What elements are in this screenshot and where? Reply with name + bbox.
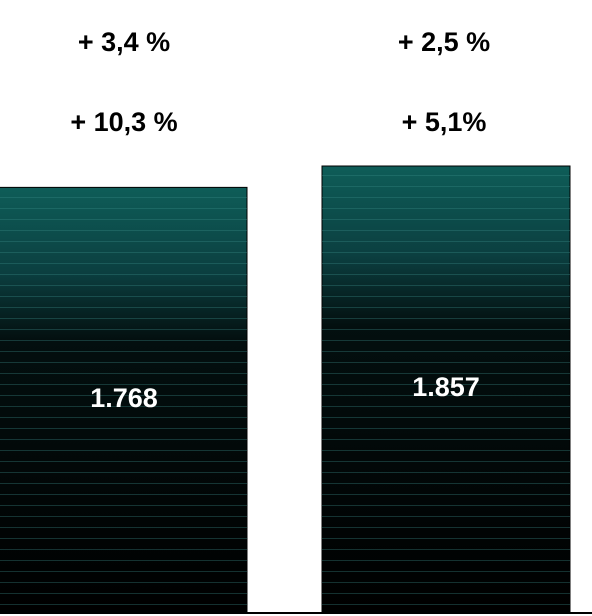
bar-stripes — [0, 187, 247, 612]
annotation: + 5,1% — [402, 107, 487, 137]
annotation: + 3,4 % — [78, 27, 170, 57]
data-label: 1.857 — [412, 372, 480, 402]
annotation: + 10,3 % — [70, 107, 177, 137]
data-label: 1.768 — [90, 383, 158, 413]
annotation: + 2,5 % — [398, 27, 490, 57]
bar-stripes — [322, 166, 570, 612]
